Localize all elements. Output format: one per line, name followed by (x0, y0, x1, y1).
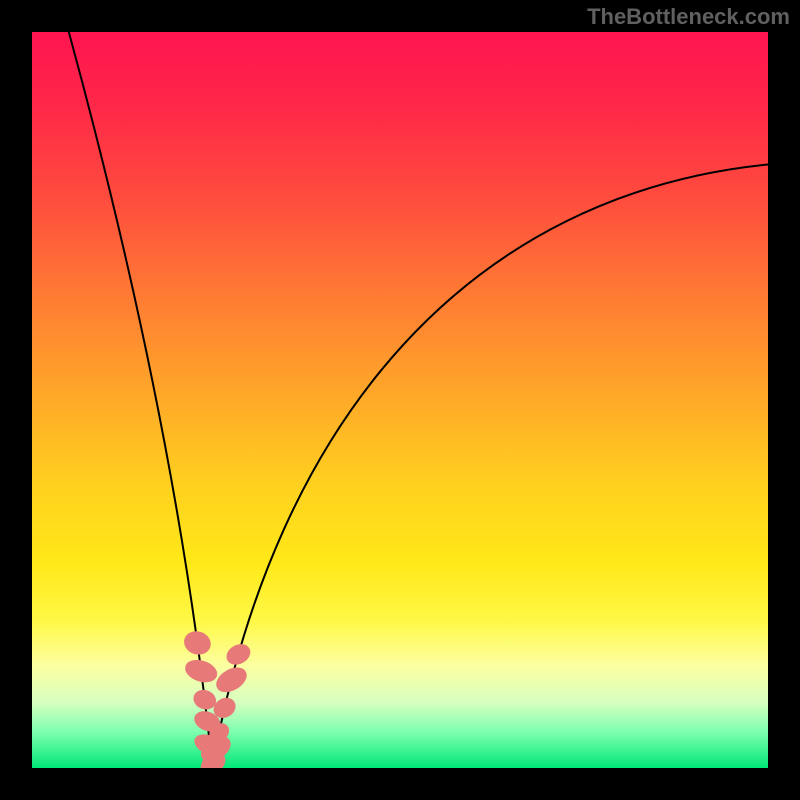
curve-left (69, 32, 213, 768)
plot-area (32, 32, 768, 768)
marker-point (213, 663, 251, 696)
markers-group (182, 628, 254, 768)
marker-point (183, 657, 220, 686)
marker-point (182, 628, 214, 657)
curve-layer (32, 32, 768, 768)
chart-root: TheBottleneck.com (0, 0, 800, 800)
watermark-text: TheBottleneck.com (587, 4, 790, 30)
marker-point (224, 641, 254, 668)
curve-right (212, 164, 768, 768)
